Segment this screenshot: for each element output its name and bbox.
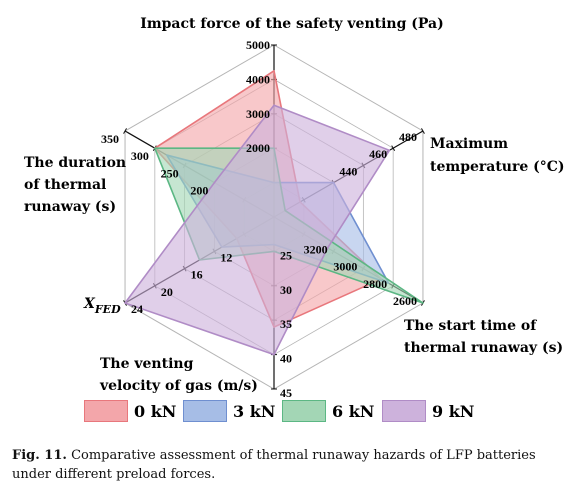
tick-label-duration-300: 300 — [131, 149, 149, 163]
tick-label-start-2600: 2600 — [393, 294, 417, 308]
axis-title-temp-line-0: Maximum — [430, 136, 508, 152]
legend-swatch-0kn — [84, 400, 128, 422]
tick-label-xfed-20: 20 — [161, 285, 173, 299]
legend-swatch-9kn — [382, 400, 426, 422]
axis-title-duration: The duration of thermal runaway (s) — [24, 155, 126, 215]
legend-label-6kn: 6 kN — [332, 401, 375, 421]
tick-label-velocity-45: 45 — [280, 386, 292, 400]
tick-label-impact-4000: 4000 — [246, 72, 270, 86]
axis-title-impact-line-0: Impact force of the safety venting (Pa) — [140, 16, 443, 32]
axis-title-velocity-line-0: The venting — [100, 356, 194, 372]
axis-title-duration-line-0: The duration — [24, 155, 126, 171]
legend-item-9kn: 9 kN — [382, 398, 474, 424]
radar-chart-svg: 2000 3000 4000 5000 440 460 480 3200 3000 2800 260… — [24, 16, 565, 400]
legend-label-0kn: 0 kN — [134, 401, 177, 421]
tick-label-temp-480: 480 — [399, 130, 417, 144]
radar-chart: 2000 3000 4000 5000 440 460 480 3200 3000 2800 260… — [24, 16, 565, 400]
legend-label-3kn: 3 kN — [233, 401, 276, 421]
axis-title-xfed: XFED — [83, 296, 121, 316]
tick-label-xfed-12: 12 — [220, 250, 232, 264]
tick-label-start-3000: 3000 — [333, 260, 357, 274]
axis-title-start-line-0: The start time of — [404, 318, 537, 334]
tick-label-duration-350: 350 — [101, 132, 119, 146]
tick-label-velocity-35: 35 — [280, 317, 292, 331]
radar-series — [124, 70, 424, 356]
legend-item-0kn: 0 kN — [84, 398, 176, 424]
axis-title-velocity-line-1: velocity of gas (m/s) — [99, 378, 258, 394]
legend-label-9kn: 9 kN — [432, 401, 475, 421]
axis-tick-mark-temp-5 — [421, 128, 425, 134]
axis-tick-mark-temp-4 — [391, 145, 396, 152]
legend-swatch-3kn — [183, 400, 227, 422]
tick-label-duration-250: 250 — [161, 166, 179, 180]
axis-title-duration-line-1: of thermal — [24, 177, 106, 193]
legend-swatch-6kn — [282, 400, 326, 422]
radar-ticks: 2000 3000 4000 5000 440 460 480 3200 3000 2800 260… — [101, 38, 417, 400]
tick-label-velocity-30: 30 — [280, 283, 292, 297]
axis-title-temp-line-1: temperature (°C) — [430, 159, 565, 175]
tick-label-xfed-24: 24 — [131, 302, 143, 316]
axis-title-xfed-main: X — [83, 296, 96, 312]
tick-label-temp-460: 460 — [369, 147, 387, 161]
tick-label-xfed-16: 16 — [191, 268, 203, 282]
axis-title-start: The start time of thermal runaway (s) — [404, 318, 563, 356]
tick-label-duration-200: 200 — [190, 184, 208, 198]
tick-label-impact-2000: 2000 — [246, 141, 270, 155]
tick-label-impact-3000: 3000 — [246, 107, 270, 121]
tick-label-impact-5000: 5000 — [246, 38, 270, 52]
series-area-9kn — [124, 104, 391, 356]
axis-title-duration-line-2: runaway (s) — [24, 199, 116, 215]
axis-title-temp: Maximum temperature (°C) — [430, 136, 565, 175]
axis-title-xfed-sub: FED — [94, 303, 121, 316]
legend: 0 kN 3 kN 6 kN 9 kN — [0, 398, 579, 428]
tick-label-start-2800: 2800 — [363, 277, 387, 291]
radar-axis-labels: Impact force of the safety venting (Pa) M… — [24, 16, 565, 394]
figure-caption-text: Comparative assessment of thermal runawa… — [12, 448, 536, 482]
axis-title-velocity: The venting velocity of gas (m/s) — [99, 356, 258, 394]
tick-label-velocity-40: 40 — [280, 352, 292, 366]
tick-label-velocity-25: 25 — [280, 248, 292, 262]
tick-label-temp-440: 440 — [339, 164, 357, 178]
axis-title-start-line-1: thermal runaway (s) — [404, 340, 563, 356]
legend-item-3kn: 3 kN — [183, 398, 275, 424]
axis-tick-mark-duration-5 — [123, 128, 127, 134]
figure-label: Fig. 11. — [12, 448, 67, 463]
legend-item-6kn: 6 kN — [282, 398, 374, 424]
tick-label-start-3200: 3200 — [304, 242, 328, 256]
axis-title-impact: Impact force of the safety venting (Pa) — [140, 16, 443, 32]
figure-caption: Fig. 11. Comparative assessment of therm… — [12, 446, 572, 484]
